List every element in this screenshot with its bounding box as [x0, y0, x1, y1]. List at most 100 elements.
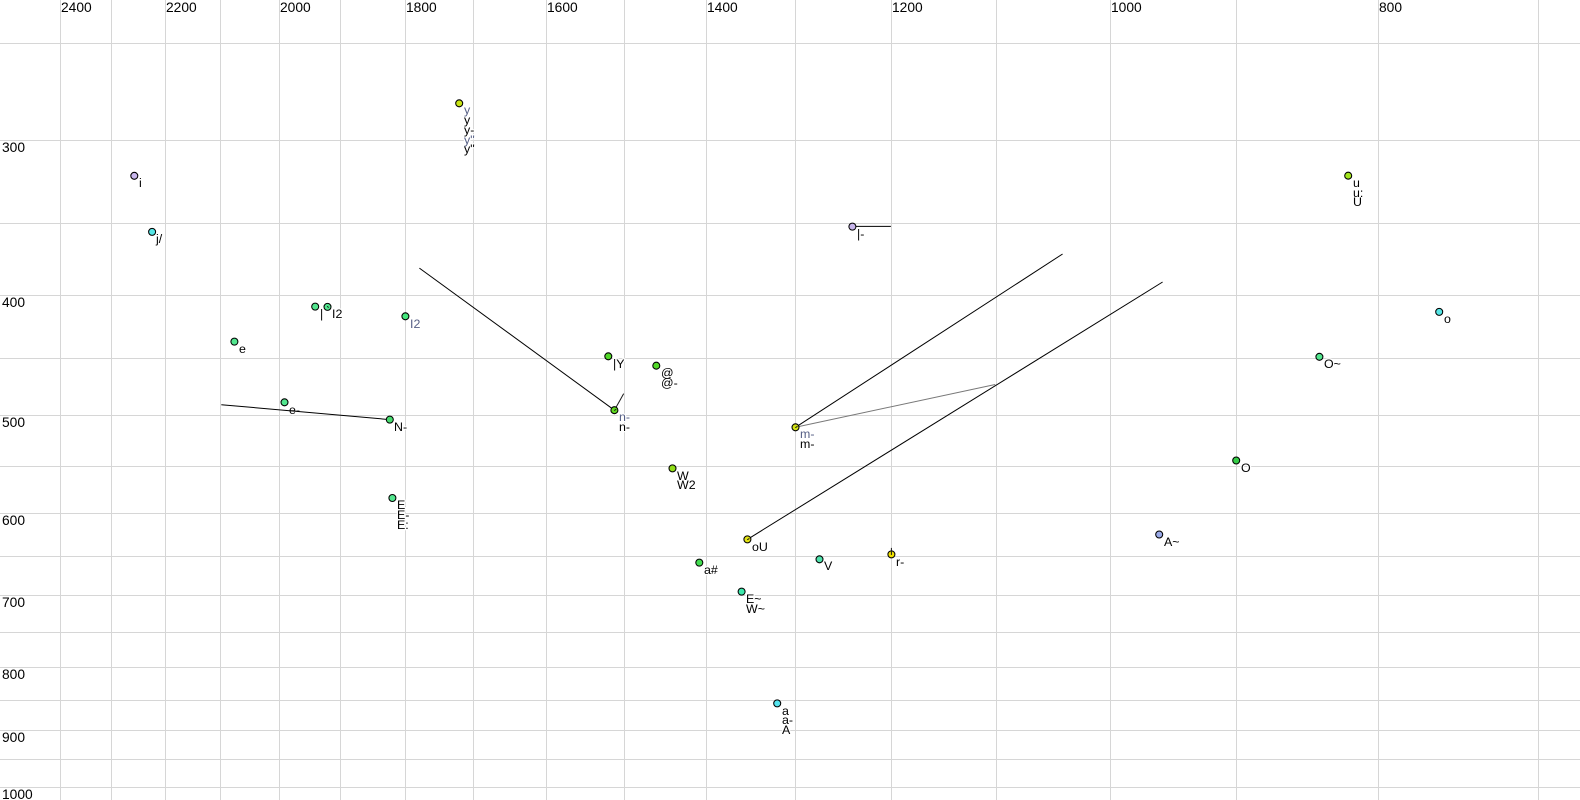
svg-text:1600: 1600	[547, 0, 578, 15]
svg-text:700: 700	[2, 595, 25, 610]
svg-text:a: a	[782, 704, 789, 718]
svg-text:2000: 2000	[280, 0, 311, 15]
svg-text:y": y"	[464, 142, 475, 156]
svg-text:U: U	[1353, 195, 1362, 209]
svg-text:600: 600	[2, 513, 25, 528]
svg-text:r-: r-	[896, 555, 904, 569]
svg-text:y": y"	[464, 142, 475, 156]
svg-text:E~: E~	[746, 592, 762, 606]
svg-text:i: i	[139, 176, 142, 190]
svg-text:1400: 1400	[707, 0, 738, 15]
svg-text:W2: W2	[677, 478, 696, 492]
svg-text:|: |	[320, 307, 323, 321]
svg-text:800: 800	[2, 667, 25, 682]
svg-text:O~: O~	[1324, 357, 1341, 371]
svg-text:e-: e-	[289, 403, 300, 417]
svg-text:300: 300	[2, 140, 25, 155]
svg-text:@: @	[661, 366, 674, 380]
svg-text:m-: m-	[800, 427, 814, 441]
svg-text:A~: A~	[1164, 535, 1180, 549]
svg-text:1200: 1200	[892, 0, 923, 15]
svg-text:O~: O~	[1324, 357, 1341, 371]
svg-text:1000: 1000	[1111, 0, 1142, 15]
svg-text:|Y: |Y	[613, 357, 624, 371]
svg-text:u: u	[1353, 176, 1360, 190]
svg-text:O: O	[1241, 461, 1251, 475]
svg-text:N-: N-	[394, 420, 407, 434]
svg-text:u: u	[1353, 176, 1360, 190]
svg-text:y": y"	[464, 133, 475, 147]
svg-text:W: W	[677, 469, 689, 483]
svg-text:N-: N-	[394, 420, 407, 434]
svg-text:n-: n-	[619, 420, 630, 434]
svg-text:1000: 1000	[2, 787, 33, 800]
svg-text:V: V	[824, 559, 833, 573]
svg-text:I2: I2	[410, 317, 420, 331]
svg-text:i: i	[139, 176, 142, 190]
svg-text:y: y	[464, 103, 471, 117]
svg-text:u:: u:	[1353, 186, 1363, 200]
svg-text:u:: u:	[1353, 186, 1363, 200]
svg-text:a#: a#	[704, 563, 718, 577]
svg-text:a-: a-	[782, 713, 793, 727]
svg-text:E-: E-	[397, 508, 409, 522]
svg-text:W2: W2	[677, 478, 696, 492]
svg-text:m-: m-	[800, 427, 814, 441]
svg-text:V: V	[824, 559, 833, 573]
svg-text:W: W	[677, 469, 689, 483]
svg-text:y: y	[464, 103, 471, 117]
svg-text:m-: m-	[800, 437, 814, 451]
svg-text:y: y	[464, 113, 471, 127]
svg-text:y-: y-	[464, 123, 474, 137]
svg-text:800: 800	[1379, 0, 1402, 15]
svg-text:E: E	[397, 498, 405, 512]
svg-text:e: e	[239, 342, 246, 356]
svg-text:oU: oU	[752, 540, 768, 554]
svg-text:A: A	[782, 723, 791, 737]
svg-text:W~: W~	[746, 602, 765, 616]
svg-text:A~: A~	[1164, 535, 1180, 549]
svg-text:j/: j/	[155, 232, 163, 246]
svg-text:e-: e-	[289, 403, 300, 417]
svg-text:E-: E-	[397, 508, 409, 522]
svg-text:a: a	[782, 704, 789, 718]
svg-text:I2: I2	[332, 307, 342, 321]
svg-text:2200: 2200	[166, 0, 197, 15]
svg-text:y: y	[464, 113, 471, 127]
svg-text:r-: r-	[896, 555, 904, 569]
svg-text:|-: |-	[857, 227, 864, 241]
svg-text:E: E	[397, 498, 405, 512]
svg-text:n-: n-	[619, 410, 630, 424]
svg-text:oU: oU	[752, 540, 768, 554]
svg-text:A: A	[782, 723, 791, 737]
svg-text:o: o	[1444, 312, 1451, 326]
svg-text:|Y: |Y	[613, 357, 624, 371]
svg-text:n-: n-	[619, 420, 630, 434]
svg-text:e: e	[239, 342, 246, 356]
svg-text:y-: y-	[464, 123, 474, 137]
svg-text:W~: W~	[746, 602, 765, 616]
svg-text:2400: 2400	[61, 0, 92, 15]
svg-text:E:: E:	[397, 518, 409, 532]
svg-text:@-: @-	[661, 376, 678, 390]
svg-text:|: |	[320, 307, 323, 321]
svg-text:E:: E:	[397, 518, 409, 532]
svg-text:I2: I2	[410, 317, 420, 331]
svg-text:@: @	[661, 366, 674, 380]
svg-text:n-: n-	[619, 410, 630, 424]
svg-text:1800: 1800	[406, 0, 437, 15]
svg-text:m-: m-	[800, 437, 814, 451]
svg-text:j/: j/	[155, 232, 163, 246]
svg-text:E~: E~	[746, 592, 762, 606]
svg-text:|-: |-	[857, 227, 864, 241]
svg-text:900: 900	[2, 730, 25, 745]
svg-text:o: o	[1444, 312, 1451, 326]
svg-text:@-: @-	[661, 376, 678, 390]
svg-text:a#: a#	[704, 563, 718, 577]
svg-text:400: 400	[2, 295, 25, 310]
svg-text:a-: a-	[782, 713, 793, 727]
svg-text:500: 500	[2, 415, 25, 430]
svg-text:I2: I2	[332, 307, 342, 321]
svg-text:y": y"	[464, 133, 475, 147]
svg-text:U: U	[1353, 195, 1362, 209]
